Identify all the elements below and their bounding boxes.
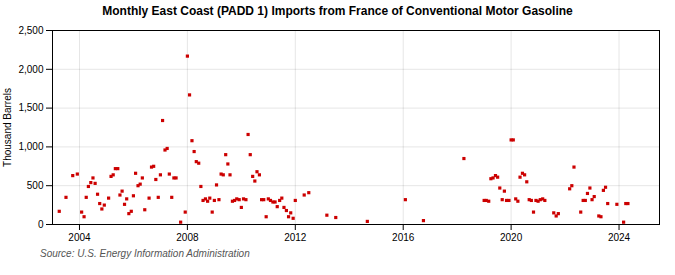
svg-text:2,500: 2,500 [18,25,43,36]
svg-text:2,000: 2,000 [18,64,43,75]
svg-text:Thousand Barrels: Thousand Barrels [2,88,13,167]
svg-text:500: 500 [27,180,44,191]
html-text:Source: U.S. Energy Informatio: Source: U.S. Energy Information Administ… [40,248,250,259]
svg-text:2020: 2020 [500,232,523,243]
svg-text:2008: 2008 [176,232,199,243]
svg-text:0: 0 [38,219,44,230]
html-text:Monthly East Coast (PADD 1) Im: Monthly East Coast (PADD 1) Imports from… [102,4,573,18]
svg-text:2012: 2012 [284,232,307,243]
svg-text:1,000: 1,000 [18,141,43,152]
svg-text:2024: 2024 [608,232,631,243]
svg-text:2004: 2004 [68,232,91,243]
svg-text:1,500: 1,500 [18,102,43,113]
svg-text:2016: 2016 [392,232,415,243]
